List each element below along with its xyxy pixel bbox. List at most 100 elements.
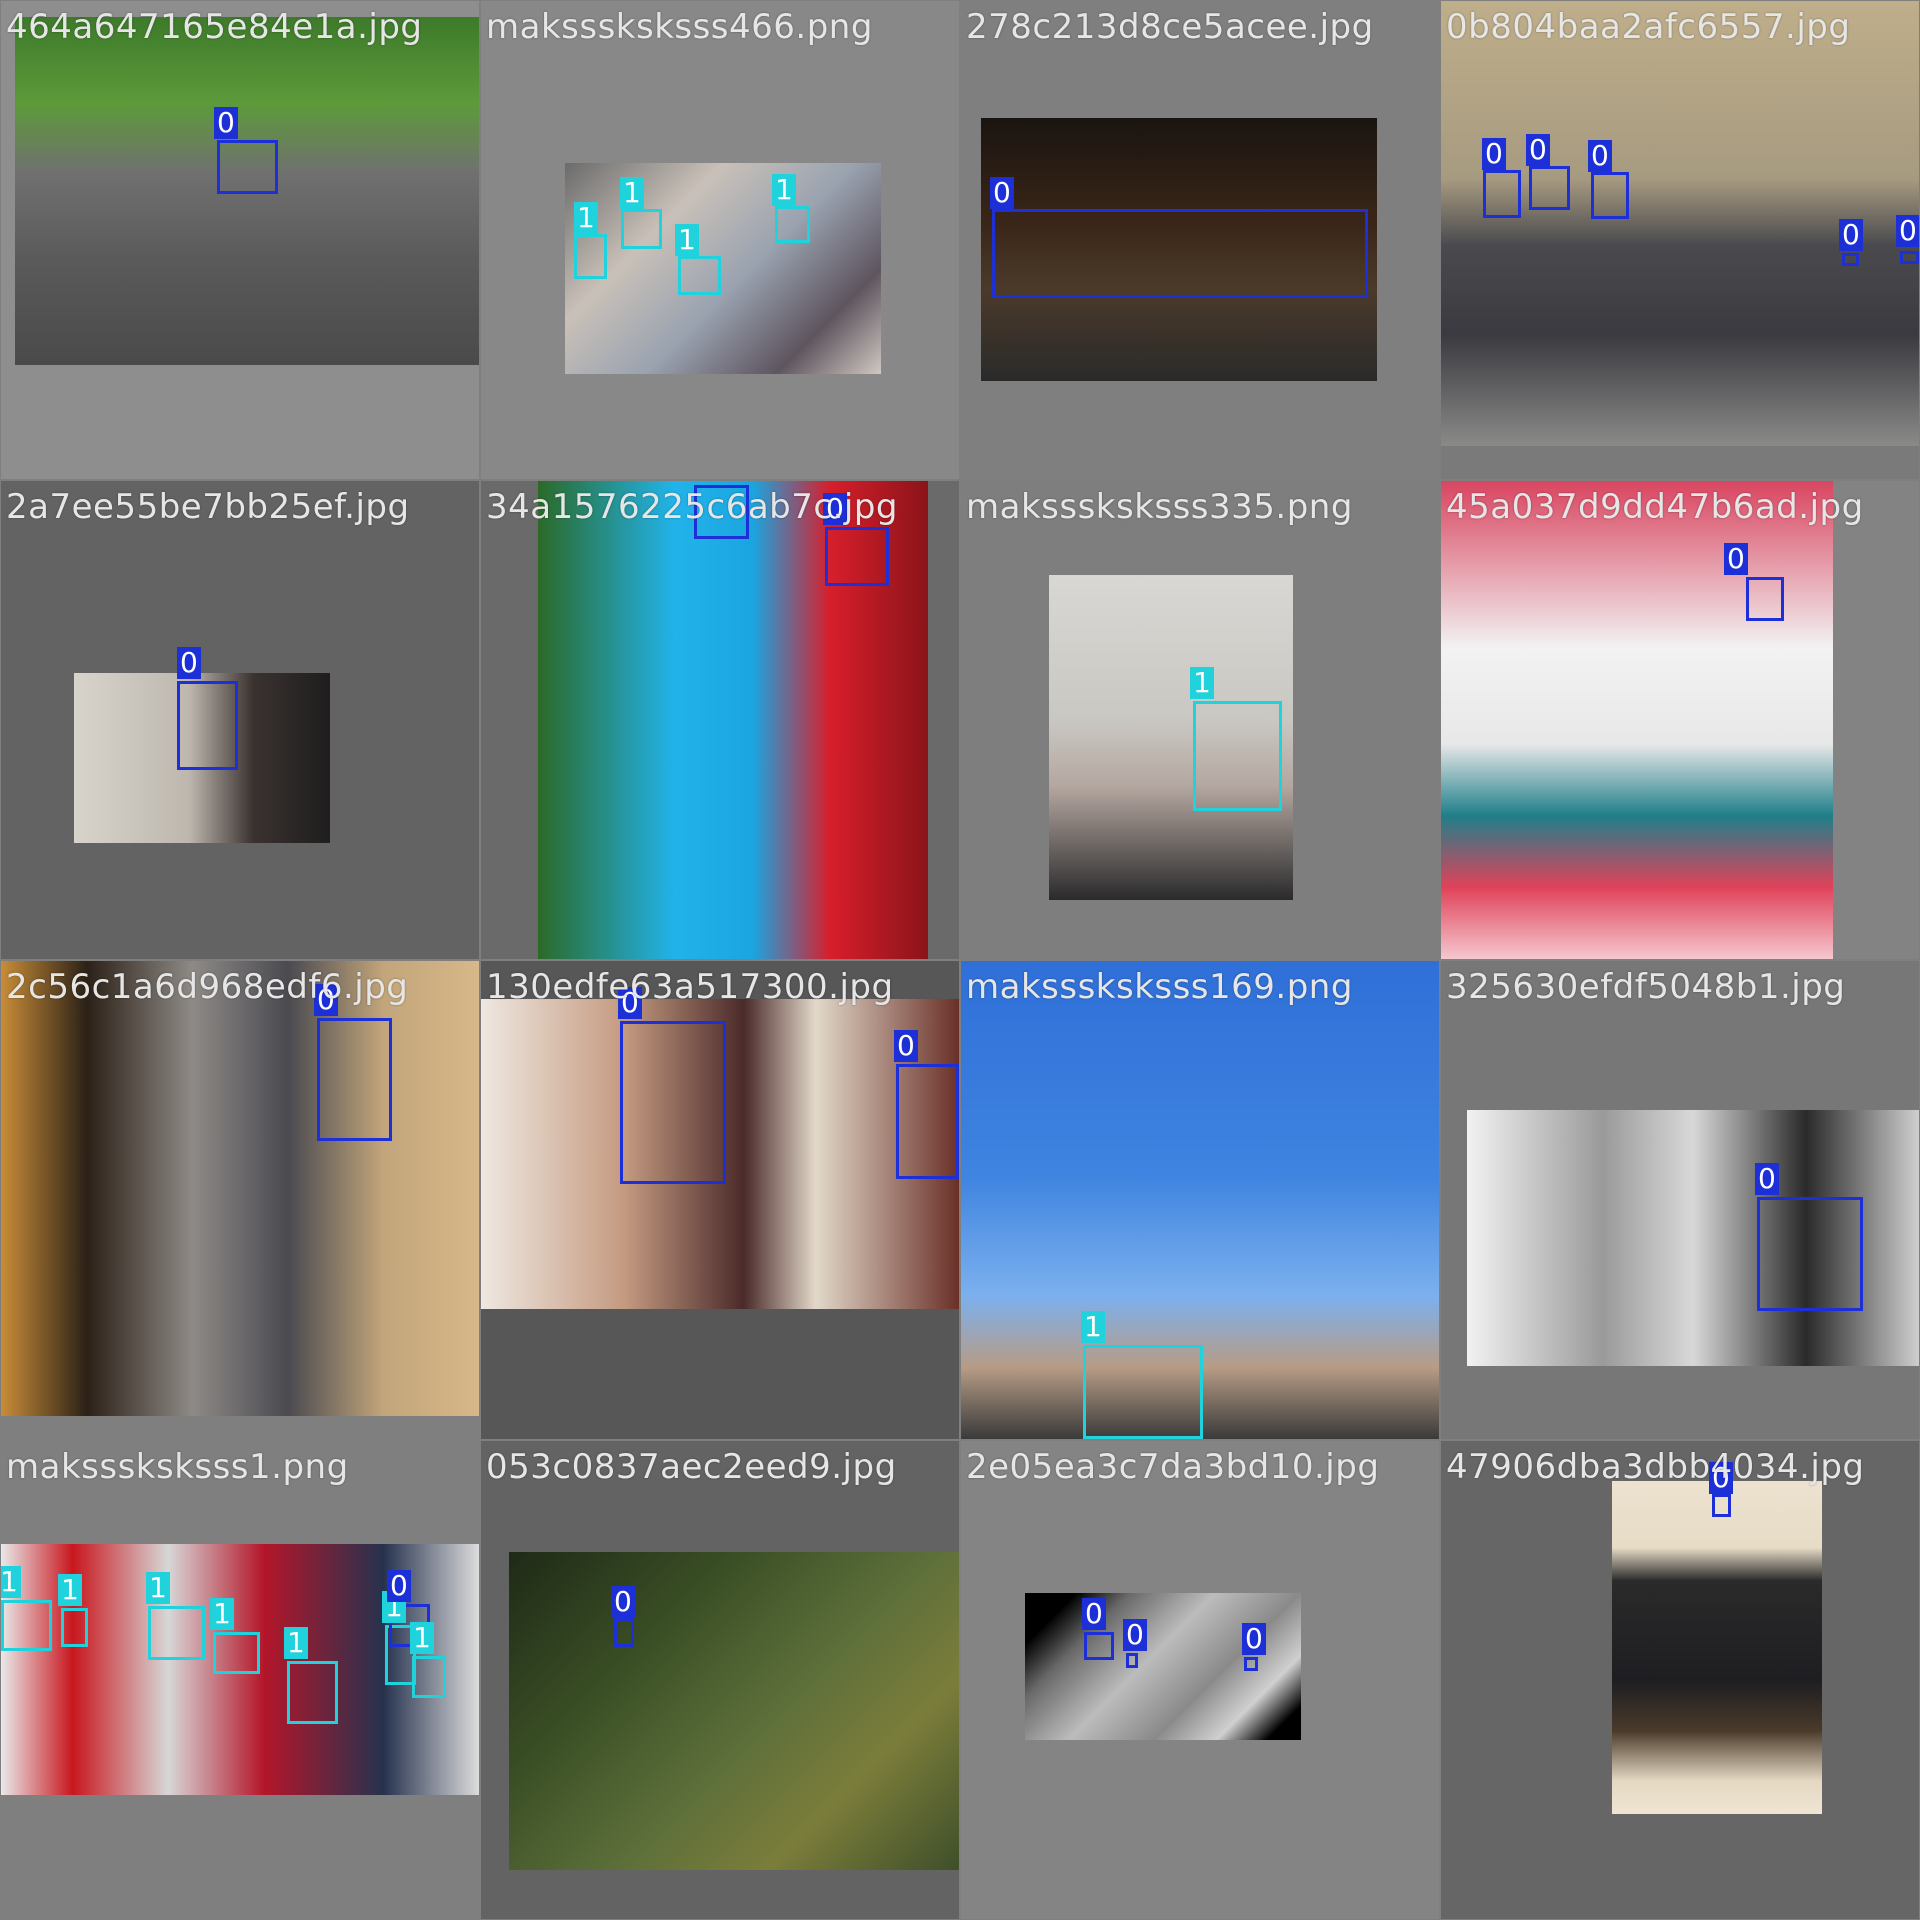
bbox-label: 0 — [1588, 140, 1612, 172]
bbox-class-0 — [614, 1618, 634, 1647]
tile[interactable]: 34a1576225c6ab7c.jpg 0 0 — [481, 481, 959, 959]
bbox-label: 0 — [1755, 1163, 1779, 1195]
bbox-label: 0 — [894, 1030, 918, 1062]
tile-filename: 45a037d9dd47b6ad.jpg — [1446, 487, 1864, 527]
bbox-label: 0 — [177, 647, 201, 679]
tile-filename: maksssksksss335.png — [966, 487, 1353, 527]
tile-filename: 2e05ea3c7da3bd10.jpg — [966, 1447, 1380, 1487]
tile-filename: maksssksksss169.png — [966, 967, 1353, 1007]
bbox-label: 0 — [214, 107, 238, 139]
bbox-class-1 — [1, 1600, 52, 1651]
bbox-class-0 — [1591, 172, 1629, 219]
tile-image — [509, 1552, 959, 1870]
tile[interactable]: 0b804baa2afc6557.jpg 0 0 0 0 0 — [1441, 1, 1919, 479]
tile-image — [538, 481, 928, 959]
tile[interactable]: maksssksksss1.png 1 1 1 1 1 1 0 1 — [1, 1441, 479, 1919]
tile-image — [1467, 1110, 1919, 1366]
bbox-class-0 — [1842, 253, 1859, 266]
tile-image — [74, 673, 330, 843]
bbox-label: 1 — [410, 1622, 434, 1654]
bbox-label: 1 — [772, 174, 796, 206]
bbox-label: 0 — [1839, 219, 1863, 251]
tile[interactable]: 2e05ea3c7da3bd10.jpg 0 0 0 — [961, 1441, 1439, 1919]
bbox-label: 0 — [1482, 138, 1506, 170]
bbox-label: 1 — [1081, 1311, 1105, 1343]
bbox-class-1 — [574, 234, 607, 279]
bbox-label: 1 — [210, 1598, 234, 1630]
tile-image — [565, 163, 881, 374]
bbox-class-0 — [896, 1064, 959, 1179]
tile-filename: 47906dba3dbb4034.jpg — [1446, 1447, 1865, 1487]
tile-filename: maksssksksss466.png — [486, 7, 873, 47]
tile-filename: 34a1576225c6ab7c.jpg — [486, 487, 899, 527]
bbox-class-0 — [1483, 170, 1521, 218]
bbox-label: 0 — [314, 984, 338, 1016]
tile-filename: 278c213d8ce5acee.jpg — [966, 7, 1374, 47]
tile-image — [481, 999, 959, 1309]
tile[interactable]: maksssksksss466.png 1 1 1 1 — [481, 1, 959, 479]
bbox-class-1 — [621, 209, 662, 249]
bbox-class-0 — [1712, 1494, 1731, 1517]
tile[interactable]: 464a647165e84e1a.jpg 0 — [1, 1, 479, 479]
tile-image — [1049, 575, 1293, 900]
bbox-class-1 — [148, 1606, 205, 1660]
bbox-class-0 — [825, 527, 889, 586]
tile[interactable]: 2a7ee55be7bb25ef.jpg 0 — [1, 481, 479, 959]
tile[interactable]: 130edfe63a517300.jpg 0 0 — [481, 961, 959, 1439]
tile-filename: 2c56c1a6d968edf6.jpg — [6, 967, 409, 1007]
tile-filename: 0b804baa2afc6557.jpg — [1446, 7, 1851, 47]
bbox-label: 0 — [1123, 1619, 1147, 1651]
bbox-label: 0 — [611, 1586, 635, 1618]
tile-image — [1612, 1481, 1822, 1814]
tile-filename: 2a7ee55be7bb25ef.jpg — [6, 487, 410, 527]
tile[interactable]: 325630efdf5048b1.jpg 0 — [1441, 961, 1919, 1439]
tile[interactable]: 053c0837aec2eed9.jpg 0 — [481, 1441, 959, 1919]
bbox-label: 1 — [1, 1566, 21, 1598]
tile-image — [1441, 481, 1833, 959]
tile[interactable]: 278c213d8ce5acee.jpg 0 — [961, 1, 1439, 479]
bbox-label: 1 — [574, 202, 598, 234]
tile[interactable]: maksssksksss169.png 1 — [961, 961, 1439, 1439]
bbox-label: 0 — [1526, 134, 1550, 166]
tile-filename: 130edfe63a517300.jpg — [486, 967, 894, 1007]
bbox-class-0 — [1084, 1632, 1114, 1660]
bbox-class-1 — [385, 1625, 416, 1685]
bbox-label: 0 — [1242, 1623, 1266, 1655]
bbox-label: 0 — [618, 987, 642, 1019]
tile[interactable]: 45a037d9dd47b6ad.jpg 0 — [1441, 481, 1919, 959]
bbox-label: 1 — [284, 1627, 308, 1659]
bbox-class-0 — [217, 140, 278, 194]
bbox-label: 1 — [675, 224, 699, 256]
bbox-class-1 — [678, 256, 721, 295]
bbox-class-0 — [1126, 1653, 1138, 1668]
bbox-label: 0 — [387, 1570, 411, 1602]
bbox-class-1 — [412, 1656, 446, 1698]
bbox-class-0 — [620, 1021, 726, 1184]
tile-filename: 325630efdf5048b1.jpg — [1446, 967, 1846, 1007]
tile[interactable]: 2c56c1a6d968edf6.jpg 0 — [1, 961, 479, 1439]
bbox-class-0 — [992, 209, 1368, 298]
bbox-label: 1 — [146, 1572, 170, 1604]
tile[interactable]: maksssksksss335.png 1 — [961, 481, 1439, 959]
bbox-class-1 — [61, 1608, 88, 1647]
tile-image — [1025, 1593, 1301, 1740]
bbox-label: 1 — [58, 1574, 82, 1606]
bbox-class-1 — [1193, 701, 1282, 811]
tile-filename: maksssksksss1.png — [6, 1447, 349, 1487]
bbox-class-1 — [287, 1661, 338, 1724]
tile[interactable]: 47906dba3dbb4034.jpg 0 — [1441, 1441, 1919, 1919]
bbox-class-1 — [213, 1632, 260, 1674]
bbox-label: 0 — [990, 177, 1014, 209]
bbox-class-1 — [775, 206, 810, 243]
bbox-class-0 — [1244, 1657, 1258, 1671]
bbox-class-0 — [177, 681, 238, 770]
bbox-label: 0 — [1709, 1462, 1733, 1494]
tile-filename: 464a647165e84e1a.jpg — [6, 7, 423, 47]
bbox-class-1 — [1083, 1345, 1203, 1439]
bbox-label: 1 — [620, 177, 644, 209]
bbox-class-0 — [1529, 166, 1570, 210]
bbox-class-0 — [1746, 577, 1784, 621]
bbox-label: 0 — [1082, 1598, 1106, 1630]
tile-image — [1, 961, 479, 1416]
